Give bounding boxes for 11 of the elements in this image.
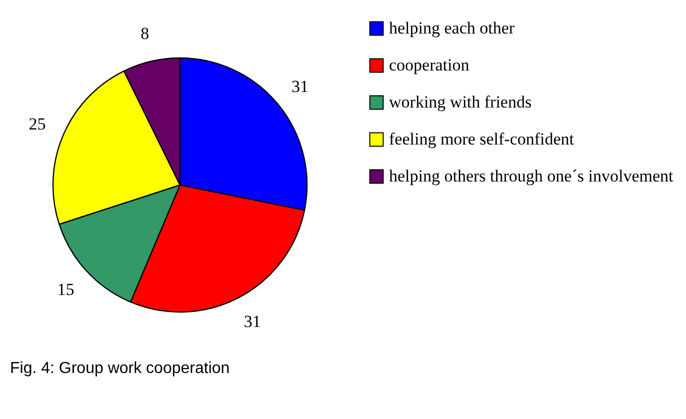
data-label: 31 <box>244 312 261 332</box>
data-label: 15 <box>57 280 74 299</box>
legend-label: feeling more self-confident <box>389 130 574 148</box>
legend-label: helping others through one´s involvement <box>389 166 674 186</box>
data-label: 8 <box>140 24 150 44</box>
legend-label: cooperation <box>389 56 470 74</box>
data-label: 25 <box>28 114 46 134</box>
legend-label: helping each other <box>389 18 515 38</box>
data-label: 31 <box>291 76 308 96</box>
caption: Fig. 4: Group work cooperation <box>10 360 230 377</box>
legend-label: working with friends <box>389 92 532 112</box>
